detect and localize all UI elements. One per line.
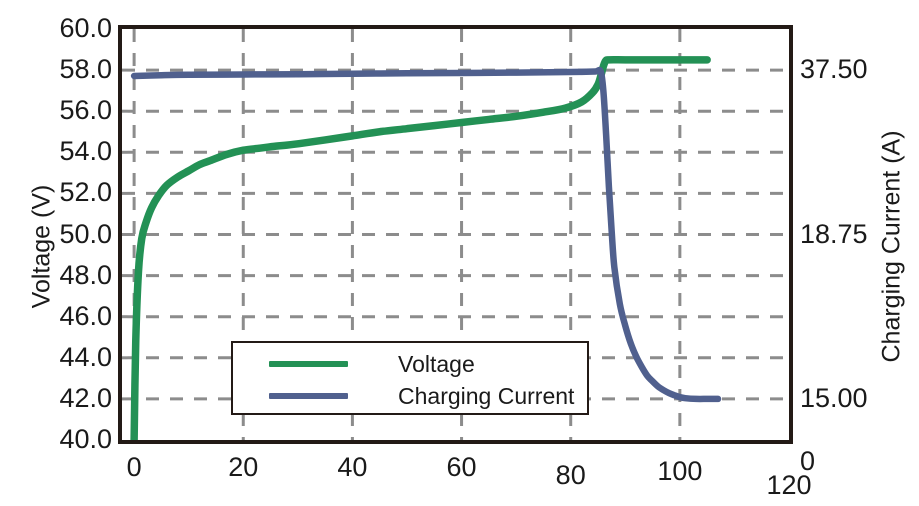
legend-label-charging-current: Charging Current xyxy=(398,382,575,409)
y-tick-label-left: 44.0 xyxy=(59,341,112,372)
legend-swatch-voltage xyxy=(269,361,348,367)
legend-swatch-charging-current xyxy=(269,393,348,399)
y-tick-label-left: 42.0 xyxy=(59,382,112,413)
y-tick-label-right: 18.75 xyxy=(800,218,868,249)
legend-item-charging-current: Charging Current xyxy=(233,381,587,411)
x-tick-label: 120 xyxy=(766,470,812,500)
y-tick-label-left: 40.0 xyxy=(59,424,112,454)
x-tick-label: 40 xyxy=(337,452,368,482)
legend-label-voltage: Voltage xyxy=(398,350,475,377)
x-tick-label: 60 xyxy=(446,452,477,482)
x-tick-label: 0 xyxy=(126,452,142,482)
y-tick-label-right: 0 xyxy=(800,446,816,476)
y-tick-label-right: 15.00 xyxy=(800,382,868,413)
legend-item-voltage: Voltage xyxy=(233,349,587,379)
y-tick-label-left: 54.0 xyxy=(59,136,112,167)
y-axis-left-ticks: 40.0 42.0 44.0 46.0 48.0 50.0 52.0 54.0 56.0 58.0… xyxy=(0,0,112,506)
y-tick-label-right: 37.50 xyxy=(800,54,868,85)
x-tick-label: 20 xyxy=(228,452,259,482)
x-tick-label: 80 xyxy=(555,460,586,490)
y-tick-label-left: 46.0 xyxy=(59,300,112,331)
y-tick-label-left: 48.0 xyxy=(59,259,112,290)
series-line-charging-current xyxy=(130,66,722,403)
y-tick-label-left: 50.0 xyxy=(59,218,112,249)
x-tick-label: 100 xyxy=(657,456,703,486)
legend: Voltage Charging Current xyxy=(231,341,589,415)
y-axis-right-ticks: 0 15.00 18.75 37.50 xyxy=(800,0,919,506)
data-series-layer xyxy=(130,55,722,440)
y-tick-label-left: 60.0 xyxy=(59,13,112,43)
y-tick-label-left: 56.0 xyxy=(59,95,112,126)
y-tick-label-left: 52.0 xyxy=(59,177,112,208)
y-tick-label-left: 58.0 xyxy=(59,54,112,85)
